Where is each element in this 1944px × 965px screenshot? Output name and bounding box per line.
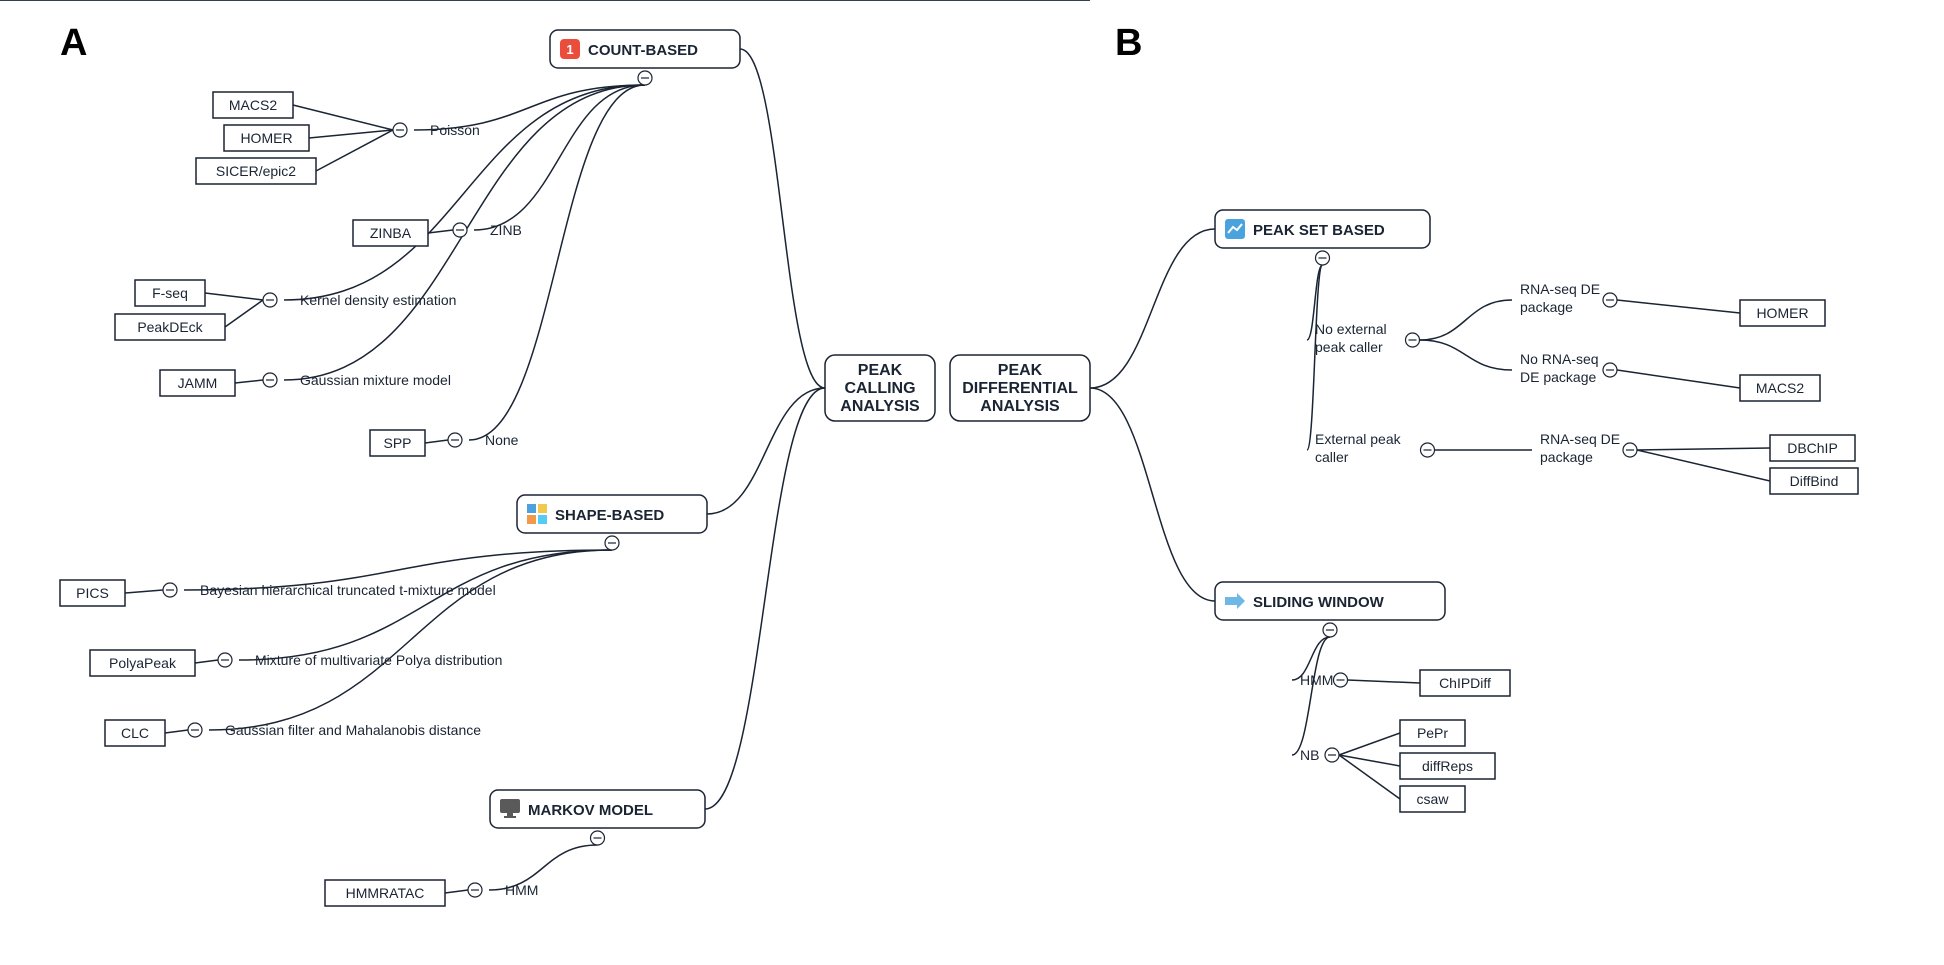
collapse-marker <box>163 583 177 597</box>
svg-text:1: 1 <box>566 42 573 57</box>
method-bayes-label: Bayesian hierarchical truncated t-mixtur… <box>200 582 496 598</box>
method-none-label: None <box>485 432 519 448</box>
branch-nornade-l2: DE package <box>1520 369 1596 385</box>
collapse-marker <box>453 223 467 237</box>
collapse-marker <box>263 373 277 387</box>
category-count-label: COUNT-BASED <box>588 42 698 59</box>
branch-rnade2-l2: package <box>1540 449 1593 465</box>
branch-rnade1-l1: RNA-seq DE <box>1520 281 1600 297</box>
tool-diffReps-label: diffReps <box>1422 758 1473 774</box>
method-poisson-label: Poisson <box>430 122 480 138</box>
collapse-marker <box>1603 363 1617 377</box>
collapse-marker <box>1325 748 1339 762</box>
root-calling-l1: PEAK <box>858 362 903 379</box>
collapse-marker <box>1603 293 1617 307</box>
count-icon: 1 <box>560 39 580 59</box>
tool-SICER/epic2-label: SICER/epic2 <box>216 163 296 179</box>
tool-JAMM-label: JAMM <box>178 375 218 391</box>
method-polya-label: Mixture of multivariate Polya distributi… <box>255 652 502 668</box>
collapse-marker <box>448 433 462 447</box>
category-shape-label: SHAPE-BASED <box>555 507 664 524</box>
branch-noext-l2: peak caller <box>1315 339 1383 355</box>
diagram-root: 1ABPEAKCALLINGANALYSISPEAKDIFFERENTIALAN… <box>0 0 1944 965</box>
peakset-icon <box>1225 219 1245 239</box>
root-diff-l1: PEAK <box>998 362 1043 379</box>
root-diff-l3: ANALYSIS <box>980 398 1060 415</box>
tool-PICS-label: PICS <box>76 585 109 601</box>
sbranch-shmm-label: HMM <box>1300 672 1333 688</box>
method-kde-label: Kernel density estimation <box>300 292 456 308</box>
category-peakset-label: PEAK SET BASED <box>1253 222 1385 239</box>
tool-DiffBind-label: DiffBind <box>1790 473 1839 489</box>
tool-HMMRATAC-label: HMMRATAC <box>346 885 425 901</box>
collapse-marker <box>1421 443 1435 457</box>
collapse-marker <box>468 883 482 897</box>
collapse-marker <box>591 831 605 845</box>
tool-HOMER-label: HOMER <box>240 130 292 146</box>
tool-MACS2-label: MACS2 <box>1756 380 1804 396</box>
panel-label-A: A <box>60 22 87 64</box>
collapse-marker <box>218 653 232 667</box>
root-calling-l3: ANALYSIS <box>840 398 920 415</box>
branch-ext-l1: External peak <box>1315 431 1402 447</box>
tool-SPP-label: SPP <box>383 435 411 451</box>
collapse-marker <box>1406 333 1420 347</box>
collapse-marker <box>605 536 619 550</box>
category-sliding-label: SLIDING WINDOW <box>1253 594 1385 611</box>
branch-ext-l2: caller <box>1315 449 1349 465</box>
diagram-svg: 1ABPEAKCALLINGANALYSISPEAKDIFFERENTIALAN… <box>0 0 1944 965</box>
category-markov-label: MARKOV MODEL <box>528 802 653 819</box>
branch-noext-l1: No external <box>1315 321 1387 337</box>
tool-MACS2-label: MACS2 <box>229 97 277 113</box>
branch-rnade2-l1: RNA-seq DE <box>1540 431 1620 447</box>
collapse-marker <box>393 123 407 137</box>
collapse-marker <box>1623 443 1637 457</box>
tool-DBChIP-label: DBChIP <box>1787 440 1838 456</box>
tool-HOMER-label: HOMER <box>1756 305 1808 321</box>
branch-nornade-l1: No RNA-seq <box>1520 351 1599 367</box>
collapse-marker <box>638 71 652 85</box>
root-diff-l2: DIFFERENTIAL <box>962 380 1078 397</box>
method-zinb-label: ZINB <box>490 222 522 238</box>
collapse-marker <box>1316 251 1330 265</box>
method-gmm-label: Gaussian mixture model <box>300 372 451 388</box>
collapse-marker <box>1334 673 1348 687</box>
method-hmm-label: HMM <box>505 882 538 898</box>
root-calling-l2: CALLING <box>844 380 915 397</box>
tool-PolyaPeak-label: PolyaPeak <box>109 655 177 671</box>
tool-csaw-label: csaw <box>1417 791 1450 807</box>
tool-CLC-label: CLC <box>121 725 149 741</box>
tool-ChIPDiff-label: ChIPDiff <box>1439 675 1491 691</box>
branch-rnade1-l2: package <box>1520 299 1573 315</box>
tool-PePr-label: PePr <box>1417 725 1448 741</box>
tool-ZINBA-label: ZINBA <box>370 225 412 241</box>
sbranch-nb-label: NB <box>1300 747 1319 763</box>
collapse-marker <box>188 723 202 737</box>
collapse-marker <box>1323 623 1337 637</box>
method-gfilt-label: Gaussian filter and Mahalanobis distance <box>225 722 481 738</box>
collapse-marker <box>263 293 277 307</box>
tool-F-seq-label: F-seq <box>152 285 188 301</box>
panel-label-B: B <box>1115 22 1142 64</box>
tool-PeakDEck-label: PeakDEck <box>137 319 203 335</box>
